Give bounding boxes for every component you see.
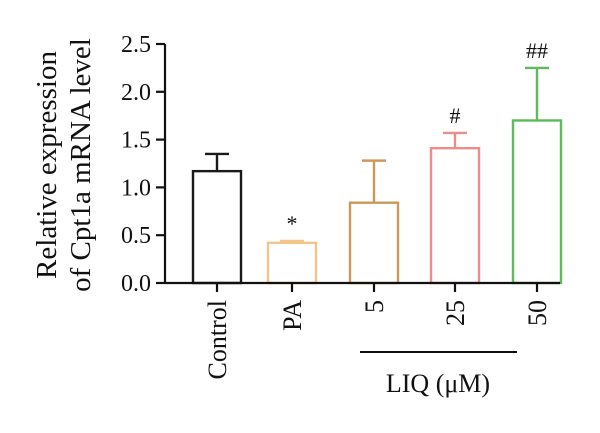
y-tick-label: 0.0 <box>121 271 151 297</box>
x-tick-label: PA <box>278 300 307 331</box>
significance-marker: ## <box>526 38 548 63</box>
bars: *### <box>191 38 563 285</box>
y-axis-label-line: of Cpt1a mRNA level <box>65 38 97 292</box>
x-tick-label: 50 <box>523 300 552 326</box>
y-tick-label: 1.0 <box>121 175 151 201</box>
y-tick-label: 2.0 <box>121 80 151 106</box>
x-axis: Control PA 5 25 50 <box>165 281 560 379</box>
x-tick-label: 5 <box>360 300 389 313</box>
y-tick-label: 2.5 <box>121 32 151 58</box>
y-tick-label: 0.5 <box>121 223 151 249</box>
bar <box>266 241 318 285</box>
significance-marker: * <box>287 211 298 236</box>
y-axis-label-line: Relative expression <box>31 51 63 279</box>
bar <box>429 147 481 285</box>
bar <box>511 119 563 285</box>
y-tick-label: 1.5 <box>121 128 151 154</box>
significance-marker: # <box>450 103 461 128</box>
bar <box>191 169 243 285</box>
y-axis-label: Relative expression of Cpt1a mRNA level <box>31 38 97 292</box>
x-tick-label: Control <box>203 300 232 379</box>
y-axis: 0.0 0.5 1.0 1.5 2.0 2.5 <box>121 32 167 297</box>
group-bracket: LIQ (μM) <box>360 351 517 398</box>
x-tick-label: 25 <box>441 300 470 326</box>
bar <box>348 201 400 285</box>
group-label: LIQ (μM) <box>386 369 490 398</box>
